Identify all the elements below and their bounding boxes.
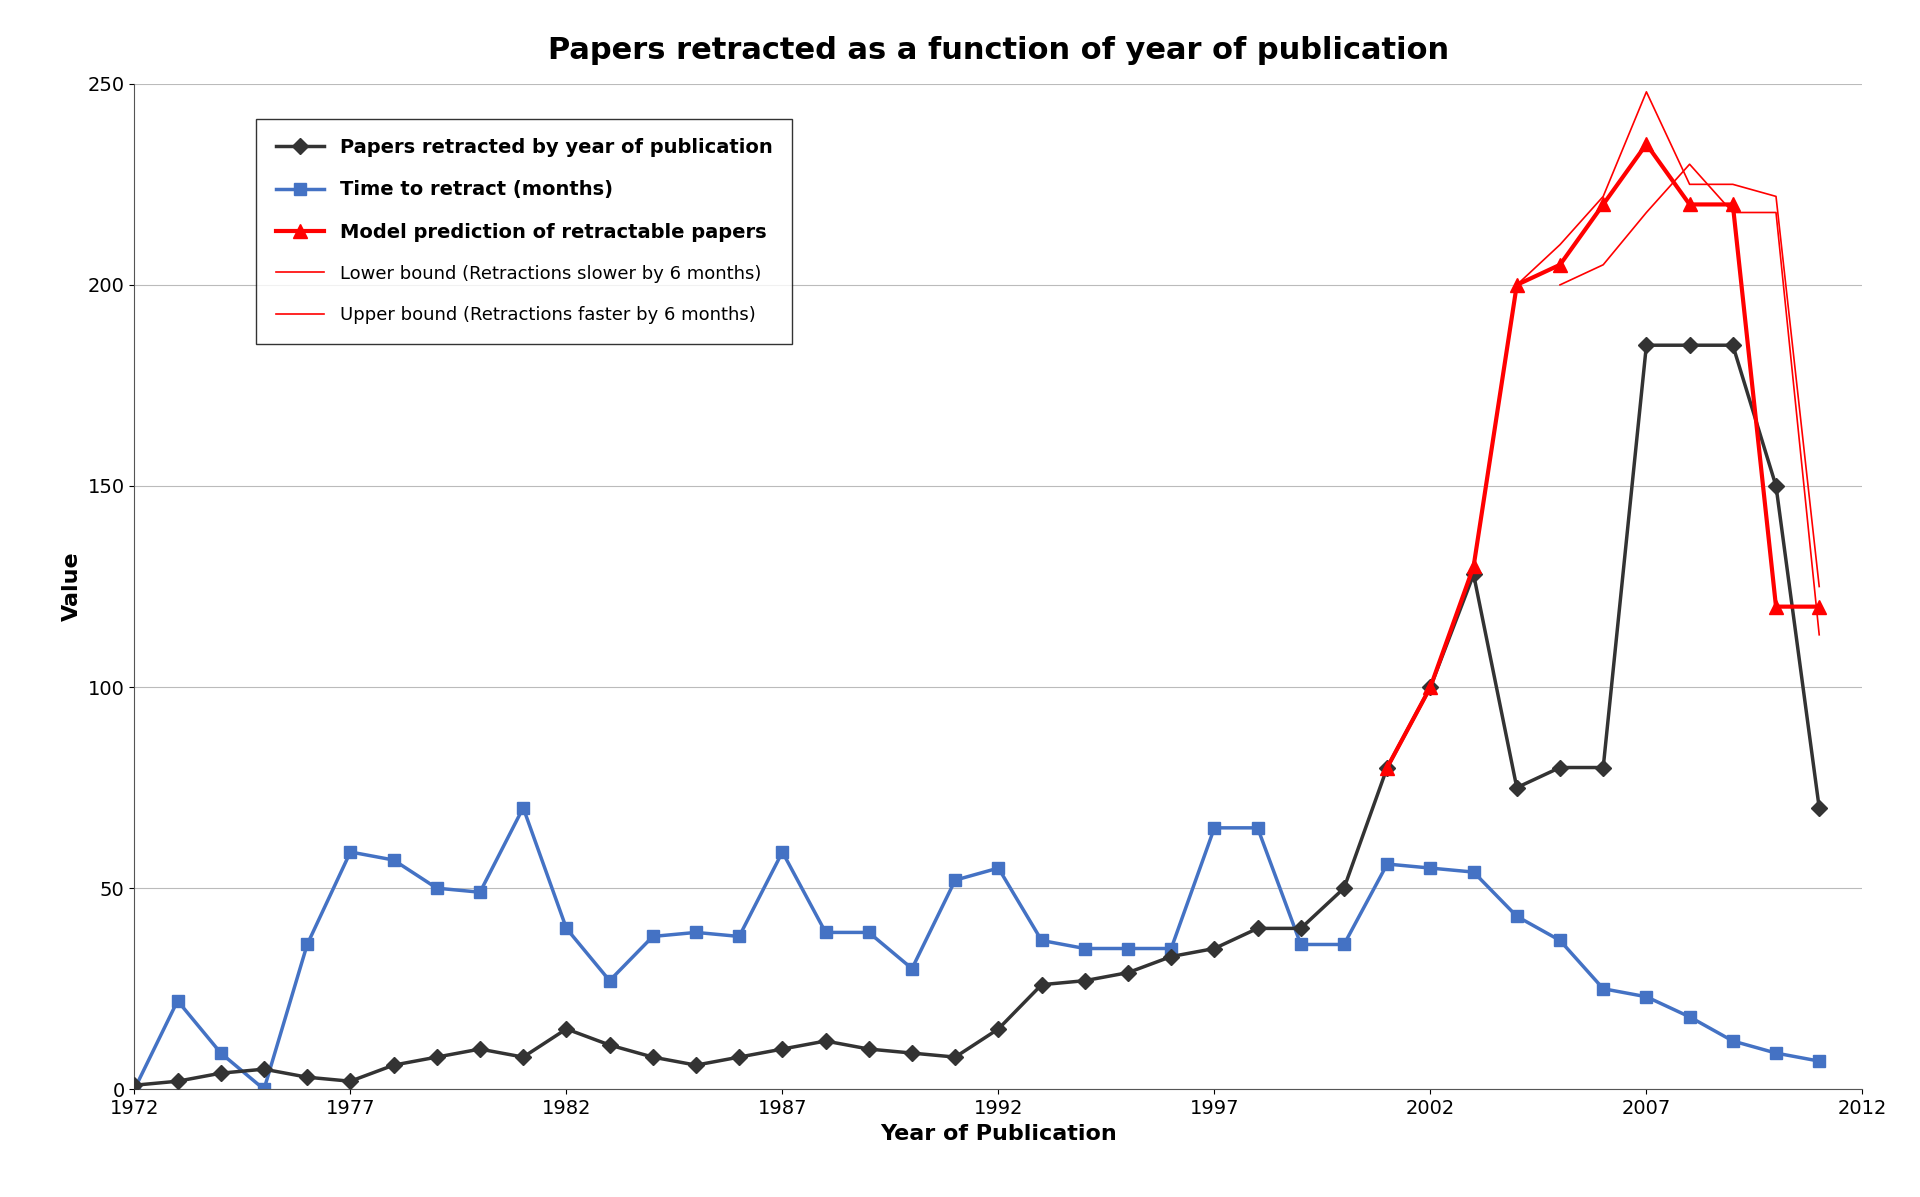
Title: Papers retracted as a function of year of publication: Papers retracted as a function of year o…: [547, 36, 1450, 65]
X-axis label: Year of Publication: Year of Publication: [879, 1124, 1117, 1143]
Legend: Papers retracted by year of publication, Time to retract (months), Model predict: Papers retracted by year of publication,…: [257, 119, 793, 344]
Y-axis label: Value: Value: [61, 552, 83, 621]
